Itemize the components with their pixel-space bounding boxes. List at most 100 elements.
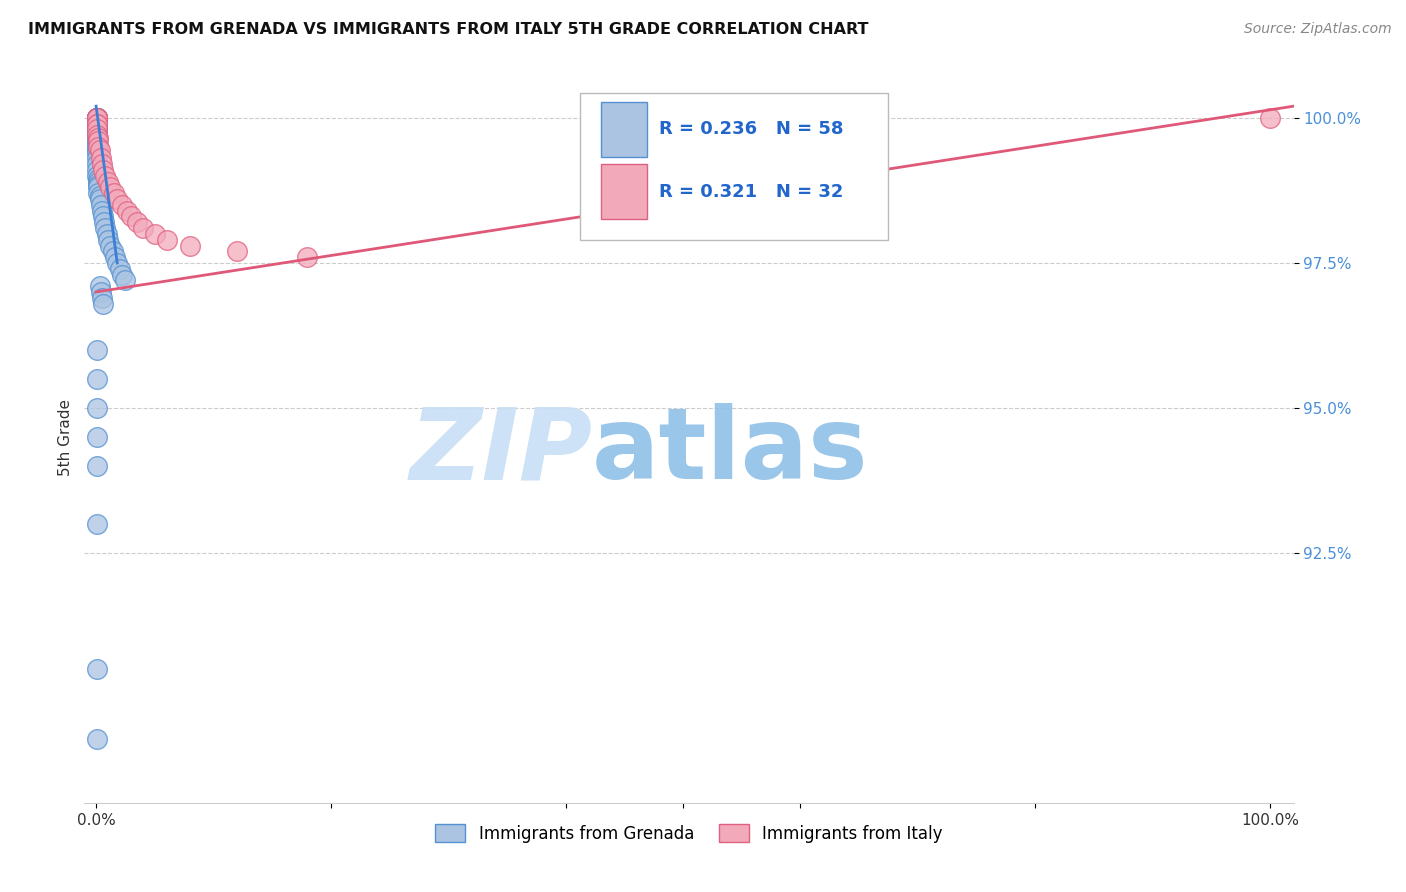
Point xyxy=(87,140,110,154)
Point xyxy=(91,203,114,218)
Point xyxy=(86,111,108,125)
Point xyxy=(91,296,114,310)
Point xyxy=(115,203,138,218)
Point xyxy=(86,117,108,131)
Point xyxy=(90,152,112,166)
Point xyxy=(86,169,108,183)
Point xyxy=(86,152,108,166)
Legend: Immigrants from Grenada, Immigrants from Italy: Immigrants from Grenada, Immigrants from… xyxy=(429,818,949,849)
Point xyxy=(86,111,108,125)
Point xyxy=(1258,111,1281,125)
Point xyxy=(86,143,108,157)
Point xyxy=(91,291,114,305)
Point xyxy=(86,128,108,143)
Point xyxy=(90,198,112,212)
Text: IMMIGRANTS FROM GRENADA VS IMMIGRANTS FROM ITALY 5TH GRADE CORRELATION CHART: IMMIGRANTS FROM GRENADA VS IMMIGRANTS FR… xyxy=(28,22,869,37)
Point xyxy=(120,210,142,224)
Point xyxy=(86,111,108,125)
Point xyxy=(86,163,108,178)
Point xyxy=(86,111,108,125)
Point xyxy=(94,221,117,235)
Text: R = 0.321   N = 32: R = 0.321 N = 32 xyxy=(659,183,844,201)
Point xyxy=(179,238,201,252)
Point xyxy=(111,268,134,282)
Point xyxy=(91,210,114,224)
Point xyxy=(86,120,108,134)
Point xyxy=(86,140,108,154)
Point xyxy=(87,186,110,201)
Point xyxy=(86,131,108,145)
Point xyxy=(86,117,108,131)
Point xyxy=(97,175,120,189)
Point xyxy=(86,128,108,143)
Point xyxy=(86,113,108,128)
Point xyxy=(91,157,114,171)
Point xyxy=(98,238,121,252)
Text: Source: ZipAtlas.com: Source: ZipAtlas.com xyxy=(1244,22,1392,37)
Point xyxy=(87,180,110,194)
Point xyxy=(89,143,111,157)
Point xyxy=(86,125,108,139)
Point xyxy=(297,250,319,264)
Point xyxy=(86,111,108,125)
Text: ZIP: ZIP xyxy=(409,403,592,500)
Point xyxy=(86,111,108,125)
Point xyxy=(86,401,108,415)
Point xyxy=(86,111,108,125)
Point xyxy=(114,273,136,287)
Point xyxy=(86,517,108,532)
Point xyxy=(86,136,108,151)
Point xyxy=(91,163,114,178)
Point xyxy=(90,285,112,299)
Point xyxy=(94,169,117,183)
Point xyxy=(86,111,108,125)
Text: atlas: atlas xyxy=(592,403,869,500)
Point xyxy=(86,111,108,125)
Point xyxy=(89,189,111,203)
Point xyxy=(105,256,128,270)
Point xyxy=(86,111,108,125)
Point xyxy=(96,227,118,241)
Point xyxy=(86,157,108,171)
Point xyxy=(105,192,128,206)
Point xyxy=(89,192,111,206)
Point xyxy=(86,145,108,160)
Point xyxy=(86,122,108,136)
Point xyxy=(86,111,108,125)
Point xyxy=(98,180,121,194)
Point xyxy=(86,111,108,125)
Point xyxy=(87,134,110,148)
Point xyxy=(86,343,108,357)
Point xyxy=(86,117,108,131)
FancyBboxPatch shape xyxy=(581,94,889,240)
Point xyxy=(132,221,155,235)
Point xyxy=(86,459,108,474)
Point xyxy=(87,175,110,189)
Point xyxy=(97,233,120,247)
Text: R = 0.236   N = 58: R = 0.236 N = 58 xyxy=(659,120,844,138)
Point xyxy=(86,122,108,136)
Point xyxy=(93,215,115,229)
Point xyxy=(86,372,108,386)
Point xyxy=(86,111,108,125)
Bar xyxy=(600,164,647,219)
Point xyxy=(86,111,108,125)
Point xyxy=(86,134,108,148)
Point xyxy=(87,178,110,192)
Point xyxy=(226,244,249,259)
Point xyxy=(103,186,125,201)
Point xyxy=(108,261,131,276)
Point xyxy=(155,233,177,247)
Y-axis label: 5th Grade: 5th Grade xyxy=(58,399,73,475)
Point xyxy=(143,227,166,241)
Point xyxy=(101,244,124,259)
Point xyxy=(89,279,111,293)
Point xyxy=(87,131,110,145)
Point xyxy=(127,215,149,229)
Point xyxy=(86,662,108,676)
Point xyxy=(86,430,108,444)
Point xyxy=(111,198,134,212)
Point xyxy=(86,731,108,746)
Point xyxy=(87,171,110,186)
Bar xyxy=(600,102,647,157)
